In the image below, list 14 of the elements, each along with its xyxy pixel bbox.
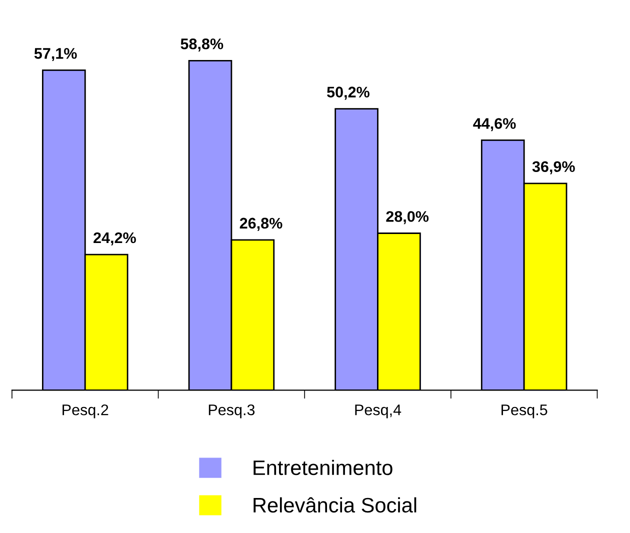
data-label: 24,2% [94, 232, 136, 246]
legend-label: Relevância Social [254, 497, 416, 513]
data-label: 50,2% [327, 86, 370, 100]
legend-label: Entretenimento [254, 460, 392, 476]
data-label: 28,0% [386, 211, 429, 224]
data-label: 36,9% [532, 161, 575, 174]
data-label: 26,8% [240, 218, 282, 231]
x-tick-label: Pesq,4 [355, 404, 402, 418]
data-label: 58,8% [180, 38, 224, 52]
x-tick-label: Pesq.3 [208, 404, 255, 418]
data-label: 44,6% [473, 118, 516, 132]
x-tick-label: Pesq.2 [62, 404, 108, 418]
x-tick-label: Pesq.5 [502, 404, 548, 418]
data-label: 57,1% [34, 48, 77, 62]
